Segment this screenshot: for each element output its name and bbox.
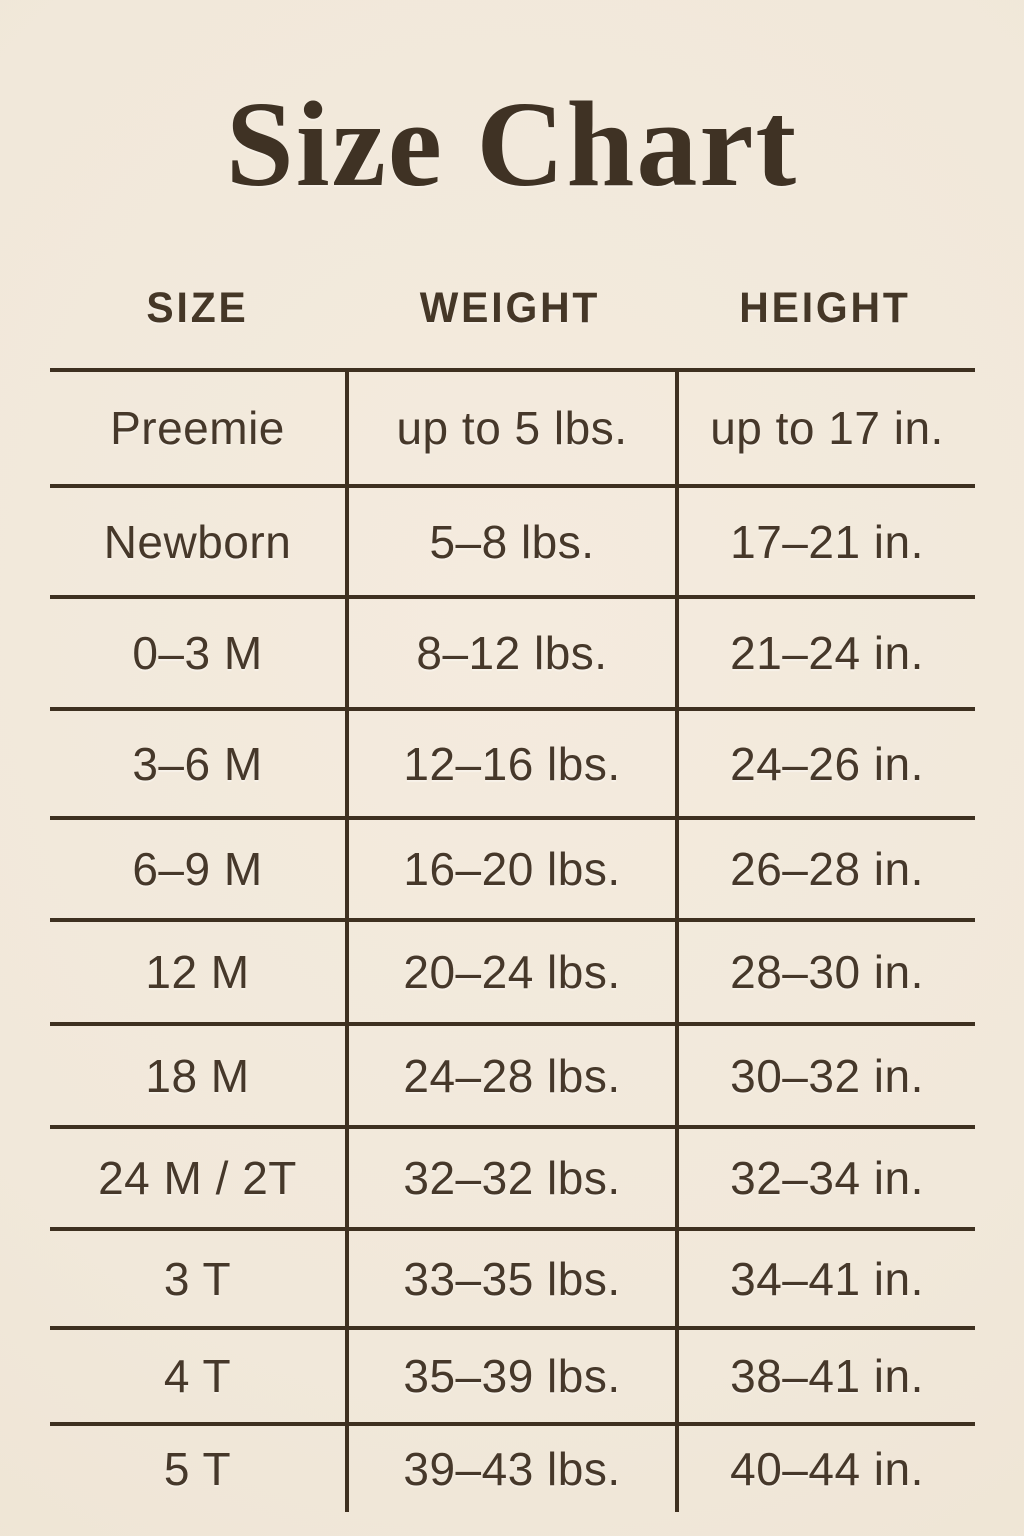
size-table: Preemie up to 5 lbs. up to 17 in. Newbor… xyxy=(50,368,975,1512)
table-row-preemie: Preemie up to 5 lbs. up to 17 in. xyxy=(50,368,975,484)
cell-size: 4 T xyxy=(163,1350,232,1402)
cell-size: 18 M xyxy=(145,1049,250,1102)
table-row-newborn: Newborn 5–8 lbs. 17–21 in. xyxy=(50,484,975,595)
cell-weight: 33–35 lbs. xyxy=(345,1231,675,1326)
cell-weight: 20–24 lbs. xyxy=(345,922,675,1022)
table-row-12m: 12 M 20–24 lbs. 28–30 in. xyxy=(50,918,975,1022)
cell-size: 6–9 M xyxy=(132,843,263,895)
cell-height: 40–44 in. xyxy=(675,1426,975,1512)
cell-size: 0–3 M xyxy=(132,627,263,679)
cell-height: 34–41 in. xyxy=(675,1231,975,1326)
table-row-3t: 3 T 33–35 lbs. 34–41 in. xyxy=(50,1227,975,1326)
cell-size: 24 M / 2T xyxy=(98,1152,297,1204)
cell-height: 30–32 in. xyxy=(675,1026,975,1125)
table-header-row: SIZE WEIGHT HEIGHT xyxy=(50,272,975,344)
cell-weight: 5–8 lbs. xyxy=(345,488,675,595)
cell-weight: 12–16 lbs. xyxy=(345,711,675,816)
cell-height: 17–21 in. xyxy=(675,488,975,595)
cell-weight: 16–20 lbs. xyxy=(345,820,675,918)
cell-height: 24–26 in. xyxy=(675,711,975,816)
cell-size: 5 T xyxy=(163,1443,232,1495)
cell-size: 3–6 M xyxy=(132,737,263,790)
cell-weight: 32–32 lbs. xyxy=(345,1129,675,1227)
cell-size: Newborn xyxy=(103,515,292,568)
table-row-0-3m: 0–3 M 8–12 lbs. 21–24 in. xyxy=(50,595,975,707)
table-row-5t: 5 T 39–43 lbs. 40–44 in. xyxy=(50,1422,975,1512)
cell-height: 26–28 in. xyxy=(675,820,975,918)
cell-height: 32–34 in. xyxy=(675,1129,975,1227)
cell-weight: 39–43 lbs. xyxy=(345,1426,675,1512)
column-header-weight: WEIGHT xyxy=(419,283,601,332)
table-row-3-6m: 3–6 M 12–16 lbs. 24–26 in. xyxy=(50,707,975,816)
cell-weight: 35–39 lbs. xyxy=(345,1330,675,1422)
table-row-6-9m: 6–9 M 16–20 lbs. 26–28 in. xyxy=(50,816,975,918)
cell-size: 3 T xyxy=(163,1252,232,1305)
cell-size: Preemie xyxy=(110,402,285,454)
cell-height: 38–41 in. xyxy=(675,1330,975,1422)
cell-weight: 24–28 lbs. xyxy=(345,1026,675,1125)
table-row-24m-2t: 24 M / 2T 32–32 lbs. 32–34 in. xyxy=(50,1125,975,1227)
cell-height: 21–24 in. xyxy=(675,599,975,707)
table-row-4t: 4 T 35–39 lbs. 38–41 in. xyxy=(50,1326,975,1422)
cell-height: 28–30 in. xyxy=(675,922,975,1022)
table-row-18m: 18 M 24–28 lbs. 30–32 in. xyxy=(50,1022,975,1125)
column-header-height: HEIGHT xyxy=(739,283,911,332)
cell-height: up to 17 in. xyxy=(675,372,975,484)
cell-size: 12 M xyxy=(145,946,250,998)
cell-weight: up to 5 lbs. xyxy=(345,372,675,484)
cell-weight: 8–12 lbs. xyxy=(345,599,675,707)
page-title: Size Chart xyxy=(225,77,799,212)
column-header-size: SIZE xyxy=(146,283,249,332)
